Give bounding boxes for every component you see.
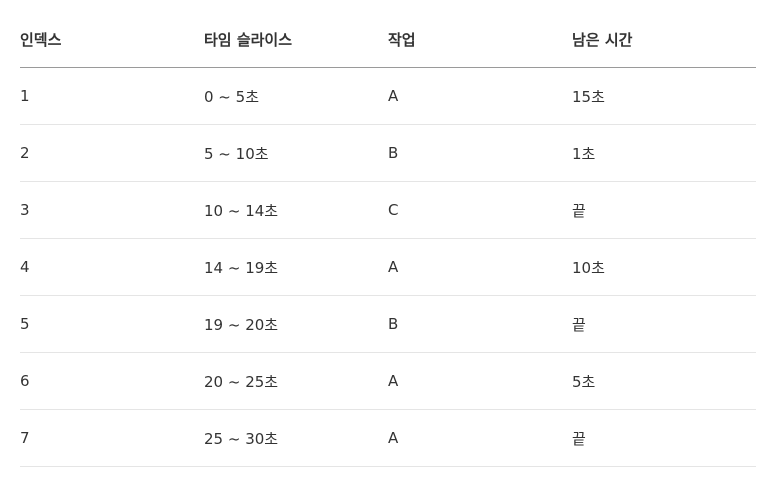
- cell-remaining-time: 끝: [572, 295, 756, 353]
- cell-time-slice: 20 ~ 25초: [204, 352, 388, 410]
- header-remaining-time: 남은 시간: [572, 11, 756, 68]
- table-row: 5 19 ~ 20초 B 끝: [20, 295, 756, 353]
- cell-remaining-time: 1초: [572, 124, 756, 182]
- cell-task: A: [388, 409, 572, 467]
- table-row: 3 10 ~ 14초 C 끝: [20, 181, 756, 239]
- cell-remaining-time: 10초: [572, 238, 756, 296]
- cell-remaining-time: 끝: [572, 181, 756, 239]
- cell-time-slice: 0 ~ 5초: [204, 67, 388, 125]
- cell-task: C: [388, 181, 572, 239]
- cell-task: A: [388, 352, 572, 410]
- cell-time-slice: 5 ~ 10초: [204, 124, 388, 182]
- cell-remaining-time: 끝: [572, 409, 756, 467]
- table-row: 7 25 ~ 30초 A 끝: [20, 409, 756, 467]
- cell-time-slice: 19 ~ 20초: [204, 295, 388, 353]
- cell-task: A: [388, 67, 572, 125]
- cell-index: 5: [20, 295, 204, 353]
- table-row: 1 0 ~ 5초 A 15초: [20, 67, 756, 125]
- cell-time-slice: 10 ~ 14초: [204, 181, 388, 239]
- cell-index: 6: [20, 352, 204, 410]
- cell-time-slice: 14 ~ 19초: [204, 238, 388, 296]
- table-row: 4 14 ~ 19초 A 10초: [20, 238, 756, 296]
- cell-remaining-time: 5초: [572, 352, 756, 410]
- cell-index: 3: [20, 181, 204, 239]
- cell-task: B: [388, 295, 572, 353]
- cell-index: 1: [20, 67, 204, 125]
- header-index: 인덱스: [20, 11, 204, 68]
- cell-remaining-time: 15초: [572, 67, 756, 125]
- header-time-slice: 타임 슬라이스: [204, 11, 388, 68]
- cell-index: 2: [20, 124, 204, 182]
- header-row: 인덱스 타임 슬라이스 작업 남은 시간: [20, 11, 756, 68]
- table-row: 6 20 ~ 25초 A 5초: [20, 352, 756, 410]
- cell-task: A: [388, 238, 572, 296]
- schedule-table-container: 인덱스 타임 슬라이스 작업 남은 시간 1 0 ~ 5초 A 15초 2 5 …: [20, 11, 756, 467]
- schedule-table: 인덱스 타임 슬라이스 작업 남은 시간 1 0 ~ 5초 A 15초 2 5 …: [20, 11, 756, 467]
- cell-index: 4: [20, 238, 204, 296]
- cell-task: B: [388, 124, 572, 182]
- header-task: 작업: [388, 11, 572, 68]
- table-body: 1 0 ~ 5초 A 15초 2 5 ~ 10초 B 1초 3 10 ~ 14초…: [20, 67, 756, 467]
- cell-time-slice: 25 ~ 30초: [204, 409, 388, 467]
- cell-index: 7: [20, 409, 204, 467]
- table-header: 인덱스 타임 슬라이스 작업 남은 시간: [20, 11, 756, 68]
- table-row: 2 5 ~ 10초 B 1초: [20, 124, 756, 182]
